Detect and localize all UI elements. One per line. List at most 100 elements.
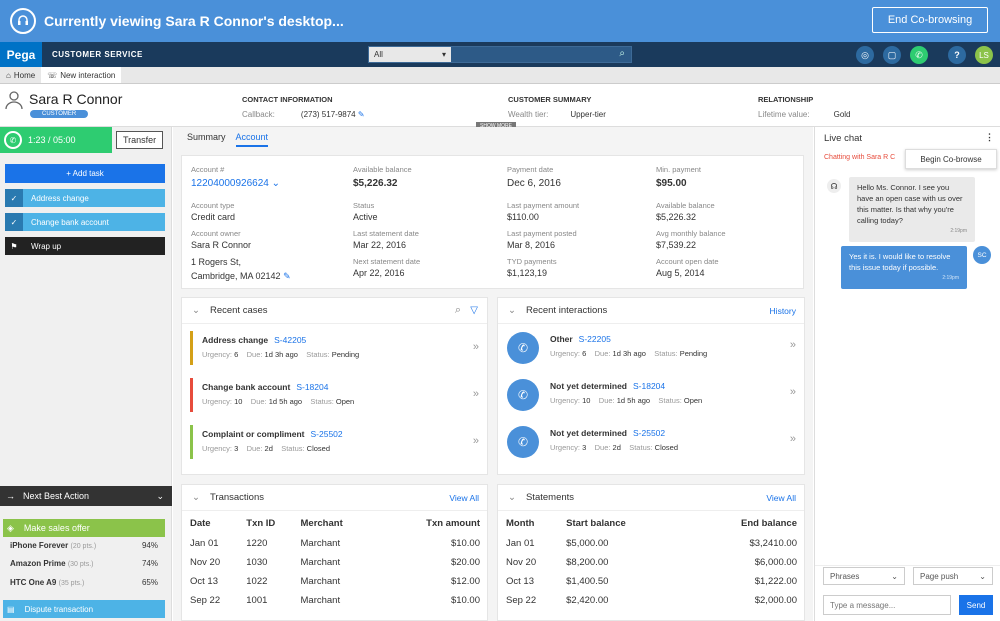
pega-logo[interactable]: Pega bbox=[0, 42, 42, 67]
chevron-double-right-icon[interactable]: » bbox=[472, 435, 479, 447]
offer-item[interactable]: Amazon Prime (30 pts.) 74% bbox=[10, 559, 158, 568]
task-wrap-up[interactable]: ⚑ Wrap up bbox=[5, 237, 165, 255]
globe-icon[interactable]: ◎ bbox=[856, 46, 874, 64]
live-chat-title: Live chat bbox=[824, 133, 863, 144]
begin-cobrowse-menu-item[interactable]: Begin Co-browse bbox=[905, 149, 997, 169]
last-posted-label: Last payment posted bbox=[507, 229, 577, 238]
chat-composer: Phrases⌄ Page push⌄ Send bbox=[815, 565, 1000, 621]
chevron-down-icon: ⌄ bbox=[156, 490, 164, 501]
transfer-button[interactable]: Transfer bbox=[116, 131, 164, 149]
tab-home[interactable]: ⌂ Home bbox=[6, 70, 36, 80]
case-id-link[interactable]: S-18204 bbox=[296, 382, 329, 392]
payment-date-label: Payment date bbox=[507, 165, 554, 174]
chevron-double-right-icon[interactable]: » bbox=[789, 339, 796, 351]
table-row[interactable]: Sep 22 $2,420.00 $2,000.00 bbox=[506, 595, 797, 606]
search-icon[interactable]: ⌕ bbox=[619, 48, 625, 59]
phrases-dropdown[interactable]: Phrases ⌄ bbox=[823, 567, 905, 585]
column-header[interactable]: End balance bbox=[741, 518, 797, 529]
table-row[interactable]: Nov 20 $8,200.00 $6,000.00 bbox=[506, 557, 797, 568]
relationship-heading: RELATIONSHIP bbox=[758, 95, 814, 104]
offer-item[interactable]: HTC One A9 (35 pts.) 65% bbox=[10, 578, 158, 587]
chevron-down-icon[interactable]: ⌄ bbox=[192, 492, 200, 503]
send-button[interactable]: Send bbox=[959, 595, 993, 615]
column-header[interactable]: Date bbox=[190, 518, 211, 529]
phone-icon: ✆ bbox=[4, 131, 22, 149]
global-search[interactable]: All ▾ ⌕ bbox=[368, 46, 632, 63]
tyd-payments-label: TYD payments bbox=[507, 257, 557, 266]
account-number-select[interactable]: 12204000926624 ⌄ bbox=[191, 178, 281, 189]
offer-item[interactable]: iPhone Forever (20 pts.) 94% bbox=[10, 541, 158, 550]
show-more-button[interactable]: SHOW MORE bbox=[476, 122, 516, 130]
add-task-button[interactable]: + Add task bbox=[5, 164, 165, 183]
user-avatar[interactable]: LS bbox=[975, 46, 993, 64]
check-icon: ✓ bbox=[5, 213, 23, 231]
urgency-bar bbox=[190, 425, 193, 459]
interaction-id-link[interactable]: S-18204 bbox=[633, 381, 666, 391]
interaction-row[interactable]: ✆ Not yet determined S-25502 Urgency: 3 D… bbox=[498, 418, 806, 464]
case-row[interactable]: Complaint or compliment S-25502 Urgency: … bbox=[182, 420, 489, 464]
chevron-double-right-icon[interactable]: » bbox=[789, 386, 796, 398]
chevron-double-right-icon[interactable]: » bbox=[472, 341, 479, 353]
column-header[interactable]: Start balance bbox=[566, 518, 626, 529]
dispute-transaction[interactable]: ▤ Dispute transaction bbox=[3, 600, 165, 618]
edit-icon[interactable]: ✎ bbox=[357, 110, 365, 119]
column-header[interactable]: Txn amount bbox=[426, 518, 480, 529]
account-owner-label: Account owner bbox=[191, 229, 241, 238]
tab-account[interactable]: Account bbox=[235, 132, 269, 147]
help-icon[interactable]: ? bbox=[948, 46, 966, 64]
case-id-link[interactable]: S-25502 bbox=[310, 429, 343, 439]
next-best-action-header[interactable]: → Next Best Action ⌄ bbox=[0, 486, 172, 506]
last-posted-value: Mar 8, 2016 bbox=[507, 240, 556, 250]
history-link[interactable]: History bbox=[769, 305, 796, 316]
edit-icon[interactable]: ✎ bbox=[283, 271, 291, 281]
urgency-bar bbox=[190, 378, 193, 412]
tab-new-interaction[interactable]: ☏ New interaction bbox=[41, 67, 122, 83]
search-scope-select[interactable]: All ▾ bbox=[369, 47, 451, 62]
status-label: Status bbox=[353, 201, 375, 210]
chevron-down-icon[interactable]: ⌄ bbox=[192, 305, 200, 316]
filter-icon[interactable]: ▽ bbox=[470, 305, 478, 316]
table-row[interactable]: Oct 13 $1,400.50 $1,222.00 bbox=[506, 576, 797, 587]
interaction-id-link[interactable]: S-22205 bbox=[578, 334, 611, 344]
case-row[interactable]: Address change S-42205 Urgency: 6 Due: 1d… bbox=[182, 326, 489, 370]
table-row[interactable]: Nov 20 1030 Marchant $20.00 bbox=[190, 557, 480, 568]
page-push-dropdown[interactable]: Page push ⌄ bbox=[913, 567, 993, 585]
chat-icon[interactable]: ▢ bbox=[883, 46, 901, 64]
search-icon[interactable]: ⌕ bbox=[454, 304, 461, 316]
make-sales-offer[interactable]: ◈ Make sales offer bbox=[3, 519, 165, 537]
chevron-down-icon[interactable]: ⌄ bbox=[508, 492, 516, 503]
chevron-down-icon[interactable]: ⌄ bbox=[508, 305, 516, 316]
app-name: CUSTOMER SERVICE bbox=[52, 50, 143, 59]
task-change-bank-account[interactable]: ✓ Change bank account bbox=[5, 213, 165, 231]
table-row[interactable]: Oct 13 1022 Marchant $12.00 bbox=[190, 576, 480, 587]
more-options-icon[interactable]: ⋮ bbox=[985, 132, 994, 142]
case-row[interactable]: Change bank account S-18204 Urgency: 10 D… bbox=[182, 373, 489, 417]
account-card: Account # 12204000926624 ⌄ Account type … bbox=[181, 155, 804, 289]
table-row[interactable]: Jan 01 1220 Marchant $10.00 bbox=[190, 538, 480, 549]
subtabs: Summary Account bbox=[187, 132, 269, 147]
task-address-change[interactable]: ✓ Address change bbox=[5, 189, 165, 207]
message-input[interactable] bbox=[823, 595, 951, 615]
chevron-double-right-icon[interactable]: » bbox=[789, 433, 796, 445]
view-all-link[interactable]: View All bbox=[449, 492, 479, 503]
phone-icon[interactable]: ✆ bbox=[910, 46, 928, 64]
chevron-double-right-icon[interactable]: » bbox=[472, 388, 479, 400]
case-id-link[interactable]: S-42205 bbox=[274, 335, 307, 345]
end-cobrowsing-button[interactable]: End Co-browsing bbox=[872, 7, 988, 33]
interaction-id-link[interactable]: S-25502 bbox=[633, 428, 666, 438]
account-type-value: Credit card bbox=[191, 212, 236, 222]
view-all-link[interactable]: View All bbox=[766, 492, 796, 503]
interaction-row[interactable]: ✆ Other S-22205 Urgency: 6 Due: 1d 3h ago… bbox=[498, 324, 806, 370]
document-icon: ▤ bbox=[7, 604, 15, 614]
table-row[interactable]: Jan 01 $5,000.00 $3,2410.00 bbox=[506, 538, 797, 549]
column-header[interactable]: Month bbox=[506, 518, 535, 529]
customer-avatar: SC bbox=[973, 246, 991, 264]
tab-summary[interactable]: Summary bbox=[187, 132, 226, 142]
column-header[interactable]: Merchant bbox=[300, 518, 343, 529]
chevron-down-icon: ⌄ bbox=[271, 178, 281, 189]
table-row[interactable]: Sep 22 1001 Marchant $10.00 bbox=[190, 595, 480, 606]
check-icon: ✓ bbox=[5, 189, 23, 207]
column-header[interactable]: Txn ID bbox=[246, 518, 276, 529]
avg-monthly-label: Avg monthly balance bbox=[656, 229, 726, 238]
interaction-row[interactable]: ✆ Not yet determined S-18204 Urgency: 10 … bbox=[498, 371, 806, 417]
